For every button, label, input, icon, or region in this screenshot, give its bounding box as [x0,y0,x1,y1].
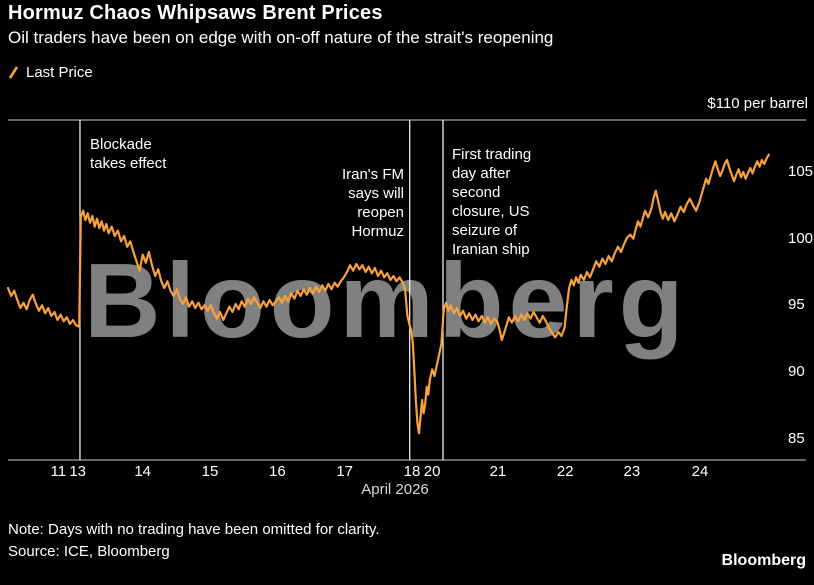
annotation-iran-fm: Iran's FM says will reopen Hormuz [341,166,404,240]
bloomberg-logo: Bloomberg [721,552,806,569]
legend-label: Last Price [26,64,93,81]
chart-title: Hormuz Chaos Whipsaws Brent Prices [8,2,383,24]
x-axis-label: April 2026 [361,481,429,498]
legend: Last Price [8,64,93,81]
price-line [6,153,770,435]
annotation-blockade: Blockade takes effect [90,136,167,172]
y-axis-unit-label: $110 per barrel [707,95,808,112]
source-text: Source: ICE, Bloomberg [8,543,170,560]
legend-slash-icon [8,65,19,80]
chart-subtitle: Oil traders have been on edge with on-of… [8,28,554,47]
annotation-first-trading-day: First trading day after second closure, … [452,146,532,258]
note-text: Note: Days with no trading have been omi… [8,521,380,538]
